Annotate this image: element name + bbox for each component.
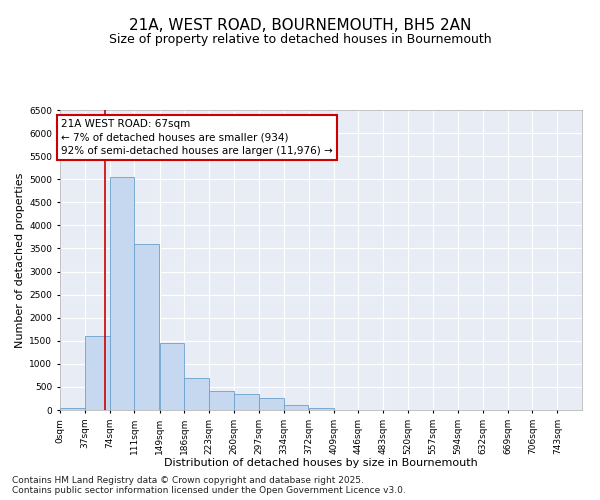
Text: Contains HM Land Registry data © Crown copyright and database right 2025.
Contai: Contains HM Land Registry data © Crown c…: [12, 476, 406, 495]
Text: 21A WEST ROAD: 67sqm
← 7% of detached houses are smaller (934)
92% of semi-detac: 21A WEST ROAD: 67sqm ← 7% of detached ho…: [61, 119, 333, 156]
Bar: [259, 398, 284, 410]
Bar: [234, 394, 259, 410]
Bar: [209, 390, 234, 410]
Bar: [160, 343, 184, 410]
Bar: [184, 378, 209, 410]
Bar: [134, 244, 159, 410]
Text: Size of property relative to detached houses in Bournemouth: Size of property relative to detached ho…: [109, 32, 491, 46]
Bar: [85, 336, 110, 410]
Y-axis label: Number of detached properties: Number of detached properties: [15, 172, 25, 348]
X-axis label: Distribution of detached houses by size in Bournemouth: Distribution of detached houses by size …: [164, 458, 478, 468]
Bar: [110, 177, 134, 410]
Bar: [60, 408, 85, 410]
Text: 21A, WEST ROAD, BOURNEMOUTH, BH5 2AN: 21A, WEST ROAD, BOURNEMOUTH, BH5 2AN: [129, 18, 471, 32]
Bar: [309, 408, 334, 410]
Bar: [284, 405, 308, 410]
